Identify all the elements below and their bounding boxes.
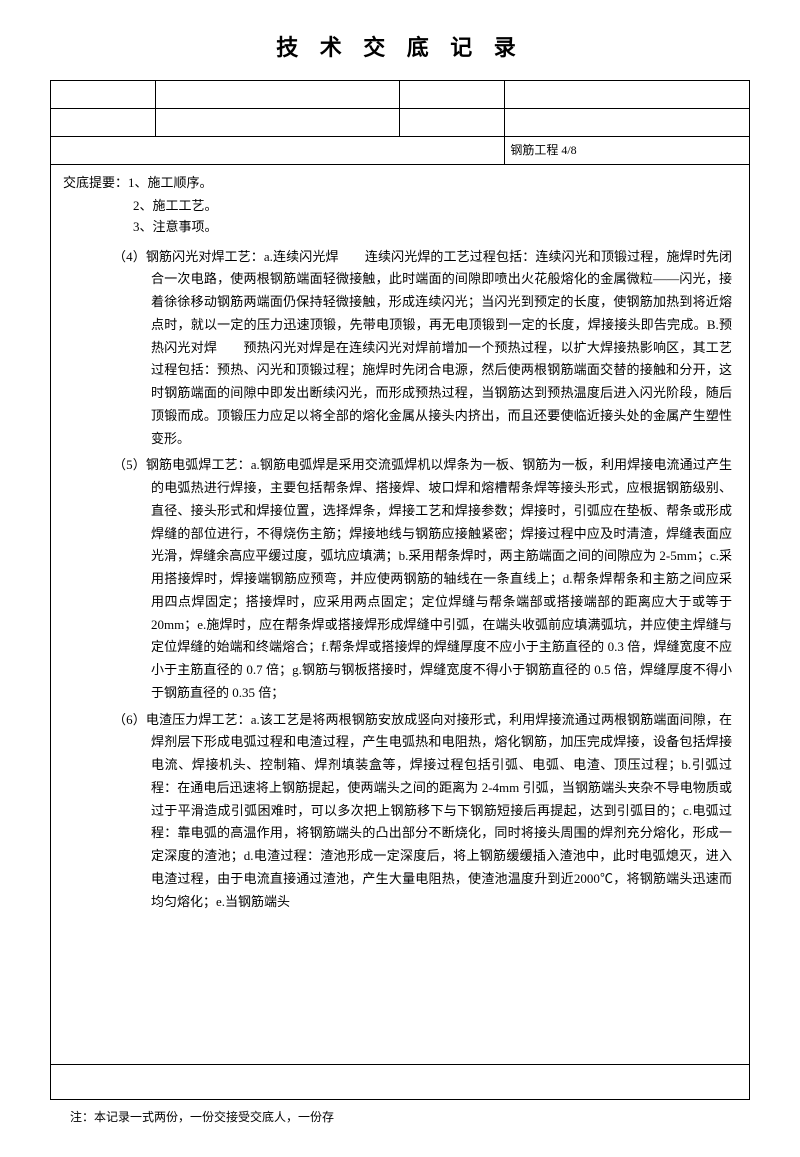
outline-item-3: 3、注意事项。: [133, 217, 737, 238]
header-table: 钢筋工程 4/8: [50, 80, 750, 165]
content-body: （4）钢筋闪光对焊工艺：a.连续闪光焊 连续闪光焊的工艺过程包括：连续闪光和顶锻…: [63, 246, 737, 914]
section-5-label: （5）: [113, 457, 146, 472]
outline-item-2: 2、施工工艺。: [133, 196, 737, 217]
section-6: （6）电渣压力焊工艺：a.该工艺是将两根钢筋安放成竖向对接形式，利用焊接流通过两…: [113, 709, 732, 914]
section-5: （5）钢筋电弧焊工艺：a.钢筋电弧焊是采用交流弧焊机以焊条为一板、钢筋为一板，利…: [113, 454, 732, 704]
footer-box: [50, 1065, 750, 1100]
footer-note: 注：本记录一式两份，一份交接受交底人，一份存: [50, 1108, 750, 1127]
section-6-text: 电渣压力焊工艺：a.该工艺是将两根钢筋安放成竖向对接形式，利用焊接流通过两根钢筋…: [146, 712, 732, 909]
section-4: （4）钢筋闪光对焊工艺：a.连续闪光焊 连续闪光焊的工艺过程包括：连续闪光和顶锻…: [113, 246, 732, 451]
page-number: 钢筋工程 4/8: [505, 137, 750, 165]
content-container: 交底提要：1、施工顺序。 2、施工工艺。 3、注意事项。 （4）钢筋闪光对焊工艺…: [50, 165, 750, 1065]
section-5-text: 钢筋电弧焊工艺：a.钢筋电弧焊是采用交流弧焊机以焊条为一板、钢筋为一板，利用焊接…: [146, 457, 732, 700]
outline-item-1: 1、施工顺序。: [128, 175, 213, 190]
section-4-text: 钢筋闪光对焊工艺：a.连续闪光焊 连续闪光焊的工艺过程包括：连续闪光和顶锻过程，…: [146, 249, 732, 446]
outline-label: 交底提要：: [63, 175, 128, 190]
document-title: 技 术 交 底 记 录: [50, 30, 750, 65]
section-6-label: （6）: [113, 712, 146, 727]
section-4-label: （4）: [113, 249, 146, 264]
